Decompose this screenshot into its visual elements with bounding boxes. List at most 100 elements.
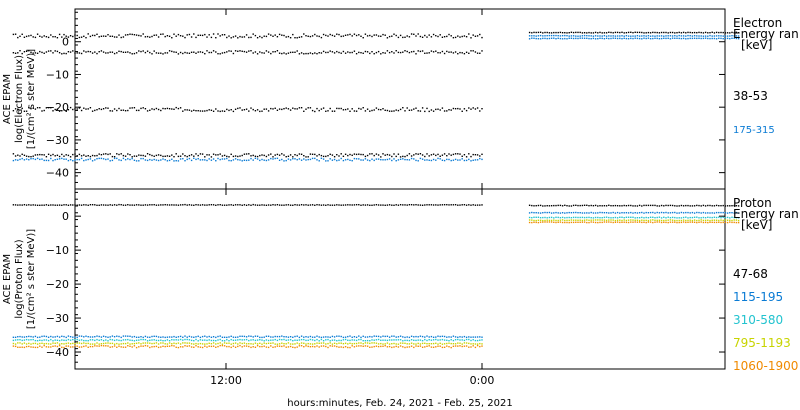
data-point	[285, 159, 287, 162]
data-point	[472, 50, 474, 52]
data-point	[281, 345, 283, 348]
data-point	[669, 221, 672, 223]
data-point	[479, 336, 481, 338]
data-point	[78, 204, 81, 206]
data-point	[718, 221, 720, 223]
data-point	[204, 335, 206, 337]
data-point	[544, 211, 546, 214]
data-point	[120, 343, 122, 345]
data-point	[239, 155, 241, 157]
data-point	[430, 36, 433, 38]
data-point	[583, 219, 586, 221]
data-point	[250, 50, 252, 52]
data-point	[621, 212, 623, 214]
data-point	[391, 159, 393, 162]
data-point	[23, 36, 26, 38]
data-point	[375, 204, 378, 206]
data-point	[283, 343, 285, 345]
data-point	[294, 335, 296, 338]
data-point	[252, 52, 254, 54]
data-point	[450, 336, 452, 338]
data-point	[371, 339, 373, 341]
data-point	[395, 109, 397, 111]
data-point	[120, 336, 122, 339]
data-point	[278, 108, 281, 110]
data-point	[340, 204, 342, 206]
data-point	[201, 339, 204, 341]
data-point	[430, 204, 433, 206]
data-point	[109, 51, 111, 53]
data-point	[674, 211, 676, 214]
data-point	[722, 221, 724, 224]
data-point	[669, 212, 672, 214]
data-point	[566, 216, 568, 219]
data-point	[83, 107, 85, 109]
data-point	[353, 342, 356, 345]
data-point	[377, 345, 380, 348]
data-point	[195, 153, 197, 155]
data-point	[179, 338, 182, 341]
data-point	[616, 221, 619, 223]
data-point	[87, 342, 89, 345]
data-point	[30, 108, 32, 110]
data-point	[190, 51, 193, 53]
data-point	[579, 35, 581, 37]
data-point	[685, 32, 687, 34]
data-point	[17, 336, 19, 338]
data-point	[94, 34, 96, 37]
data-point	[23, 342, 26, 344]
data-point	[239, 107, 241, 109]
data-point	[133, 52, 136, 55]
data-point	[69, 106, 72, 109]
data-point	[707, 212, 709, 214]
data-point	[391, 346, 393, 349]
data-point	[23, 339, 26, 341]
data-point	[331, 34, 334, 37]
data-point	[94, 51, 96, 53]
data-point	[153, 339, 155, 341]
data-point	[415, 159, 417, 162]
data-point	[663, 216, 665, 218]
data-point	[58, 155, 61, 158]
data-point	[647, 31, 650, 34]
data-point	[318, 109, 320, 112]
data-point	[182, 110, 184, 112]
y-axis-label: [1/(cm² s ster MeV)]	[26, 229, 37, 329]
data-point	[142, 338, 144, 341]
data-point	[720, 211, 722, 214]
data-point	[17, 204, 19, 206]
data-point	[45, 36, 48, 38]
data-point	[715, 38, 718, 40]
data-point	[135, 346, 138, 349]
data-point	[555, 204, 557, 207]
data-point	[632, 32, 634, 34]
data-point	[682, 219, 685, 221]
data-point	[72, 35, 74, 38]
data-point	[234, 155, 237, 157]
data-point	[329, 345, 331, 347]
data-point	[303, 342, 305, 344]
data-point	[533, 212, 535, 214]
data-point	[382, 108, 384, 110]
data-point	[164, 336, 166, 339]
data-point	[276, 204, 279, 206]
data-point	[65, 158, 67, 160]
data-point	[298, 343, 301, 345]
data-point	[691, 211, 694, 214]
data-point	[663, 35, 665, 37]
data-point	[441, 343, 444, 345]
data-point	[654, 217, 656, 219]
data-point	[303, 110, 305, 112]
data-point	[443, 204, 446, 206]
data-point	[54, 159, 56, 161]
data-point	[457, 204, 459, 206]
data-point	[58, 344, 61, 347]
data-point	[404, 158, 406, 161]
data-point	[417, 204, 419, 206]
data-point	[579, 37, 581, 39]
data-point	[120, 159, 122, 162]
data-point	[124, 51, 127, 53]
data-point	[592, 205, 595, 207]
data-point	[19, 204, 21, 206]
data-point	[237, 159, 239, 161]
